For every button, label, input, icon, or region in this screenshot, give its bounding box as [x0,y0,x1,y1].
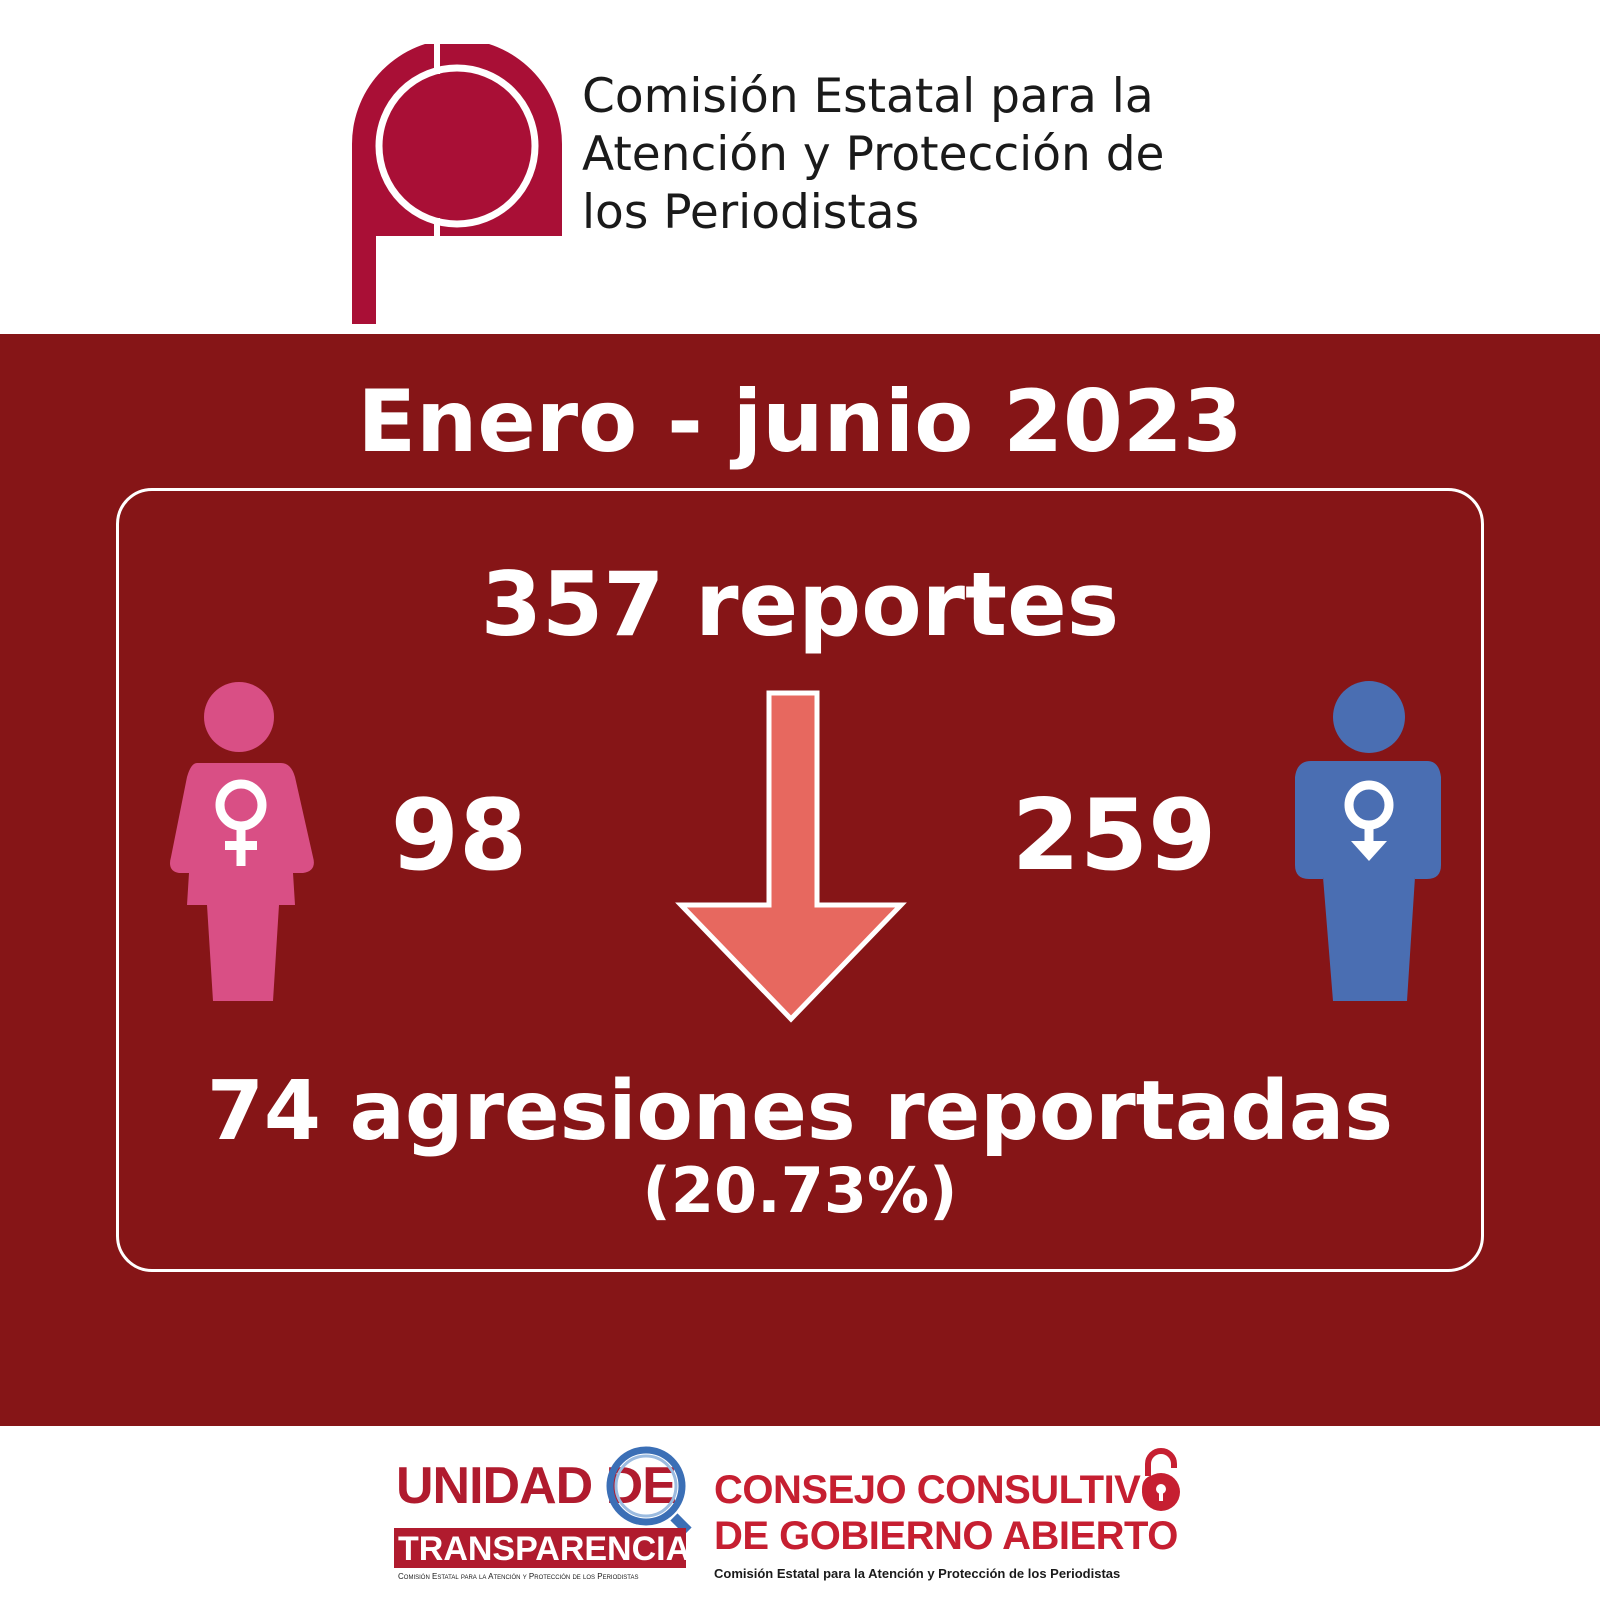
down-arrow-icon [675,690,907,1023]
female-count: 98 [390,779,528,893]
council-logo-subtitle: Comisión Estatal para la Atención y Prot… [714,1566,1121,1581]
org-name-line-3: los Periodistas [582,185,920,240]
total-reports: 357 reportes [480,553,1120,656]
magnifier-icon [606,1446,692,1534]
female-person-icon [170,682,314,1001]
period-title: Enero - junio 2023 [357,372,1243,472]
org-name-line-1: Comisión Estatal para la [582,69,1154,124]
footer: UNIDAD DE TRANSPARENCIA Comisión Estatal… [0,1426,1600,1600]
stats-box: 357 reportes 98 259 74 agresiones repor [116,488,1484,1272]
aggressions-percentage: (20.73%) [642,1154,958,1227]
transparency-logo-subtitle: Comisión Estatal para la Atención y Prot… [398,1572,639,1581]
council-logo-line-2: DE GOBIERNO ABIERTO [714,1514,1178,1558]
header: Comisión Estatal para la Atención y Prot… [0,0,1600,334]
aggressions-reported: 74 agresiones reportadas [206,1064,1394,1159]
transparency-unit-logo: UNIDAD DE TRANSPARENCIA Comisión Estatal… [394,1446,694,1590]
padlock-icon [1142,1448,1180,1511]
open-government-council-logo: CONSEJO CONSULTIVO DE GOBIERNO ABIERTO C… [712,1448,1212,1592]
male-person-icon [1295,681,1441,1001]
male-count: 259 [1011,779,1217,893]
ceapp-logo-icon [352,44,562,324]
transparency-logo-bar [394,1528,686,1568]
main-band: Enero - junio 2023 357 reportes 98 259 [0,334,1600,1426]
transparency-logo-line-1: UNIDAD DE [396,1457,677,1515]
org-name-line-2: Atención y Protección de [582,127,1165,182]
council-logo-line-1: CONSEJO CONSULTIVO [714,1468,1171,1512]
transparency-logo-line-2: TRANSPARENCIA [398,1530,691,1568]
organization-name: Comisión Estatal para la Atención y Prot… [582,68,1282,242]
